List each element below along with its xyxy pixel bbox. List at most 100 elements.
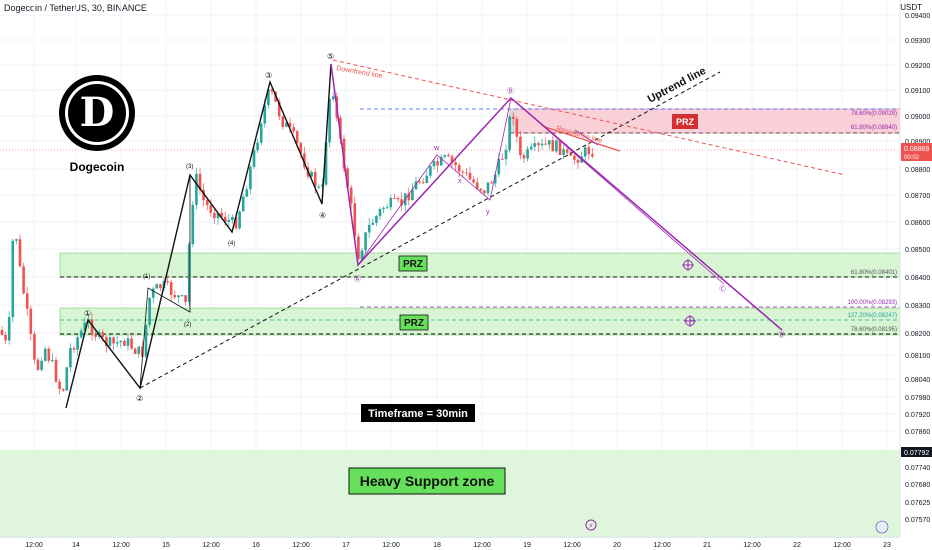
candle-body: [443, 155, 447, 157]
uptrend-line: [139, 71, 721, 389]
candle-body: [342, 138, 346, 169]
candle-body: [475, 182, 479, 189]
candle-body: [241, 196, 245, 212]
candle-body: [490, 182, 493, 184]
wave-label-c: Ⓒ: [719, 285, 726, 293]
candle-body: [450, 156, 454, 163]
candle-body: [317, 186, 321, 188]
candle-body: [371, 222, 375, 225]
time-tick-label: 18: [433, 542, 441, 549]
candle-body: [209, 205, 213, 213]
candle-body: [119, 340, 123, 343]
candle-body: [457, 165, 461, 172]
current-price-value: 0.08869: [904, 146, 929, 153]
currency-label: USDT: [900, 3, 922, 12]
level-label-08195: 78.60%(0.08195): [851, 327, 897, 333]
candle-body: [375, 215, 378, 223]
price-tick-label: 0.08900: [905, 139, 930, 146]
candle-body: [515, 118, 519, 137]
time-axis: 12:00 14 12:00 15 12:00 16 12:00 17 12:00 18 12:00…: [25, 542, 891, 549]
candle-body: [54, 360, 58, 382]
candle-body: [58, 381, 61, 389]
candle-body: [328, 99, 331, 143]
candle-body: [169, 282, 173, 295]
subwave-path: [139, 175, 191, 389]
candle-body: [562, 149, 565, 155]
candle-body: [519, 136, 522, 156]
candle-body: [461, 171, 465, 173]
candle-body: [187, 244, 191, 302]
candle-body: [94, 334, 97, 337]
candle-body: [382, 207, 385, 209]
wave-label-d: Ⓓ: [778, 331, 785, 339]
candle-body: [295, 131, 299, 143]
price-tick-label: 0.08100: [905, 353, 930, 360]
candle-body: [15, 239, 18, 241]
candle-body: [133, 348, 137, 354]
downtrend-line: [332, 59, 846, 176]
candle-body: [468, 172, 472, 180]
candle-body: [126, 338, 130, 346]
candle-body: [529, 146, 533, 150]
candle-body: [112, 337, 115, 344]
candle-body: [439, 156, 443, 166]
level-label-08293: 100.00%(0.08293): [848, 300, 897, 306]
candle-body: [4, 334, 7, 341]
candle-body: [141, 346, 144, 357]
candle-body: [493, 174, 497, 184]
wave-label-sub-4: (4): [228, 241, 235, 247]
candle-body: [195, 173, 198, 205]
lightning-event-icon[interactable]: [585, 519, 597, 531]
candle-body: [288, 122, 292, 128]
time-tick-label: 12:00: [202, 542, 220, 549]
candle-body: [407, 193, 411, 201]
candle-body: [508, 116, 511, 151]
impulse-wave-path: [65, 63, 332, 409]
prz-label-upper-box: [398, 255, 428, 272]
price-axis: 0.09400 0.09300 0.09200 0.09100 0.09000 0.089…: [905, 13, 930, 524]
price-tick-label: 0.07680: [905, 482, 930, 489]
candle-body: [504, 150, 508, 160]
us-flag-icon[interactable]: [875, 520, 889, 534]
support-badge-box: [348, 467, 506, 495]
price-tick-label: 0.07625: [905, 500, 930, 507]
logo-letter: D: [80, 89, 115, 136]
candle-body: [238, 211, 241, 229]
candle-body: [364, 232, 367, 251]
candle-body: [324, 142, 328, 185]
candle-body: [393, 198, 396, 200]
candle-body: [184, 295, 187, 302]
candle-body: [202, 189, 205, 201]
price-tick-label: 0.09000: [905, 114, 930, 121]
candle-body: [252, 150, 256, 167]
time-tick-label: 12:00: [292, 542, 310, 549]
candle-body: [436, 161, 439, 166]
level-label-08247: 127.20%(0.08247): [848, 313, 897, 319]
candle-body: [33, 333, 36, 360]
wave-label-sub-2: (2): [184, 322, 191, 328]
price-tick-label: 0.09300: [905, 38, 930, 45]
prz-label-lower-box: [399, 314, 429, 331]
candlestick-series: [0, 86, 594, 395]
candle-body: [429, 166, 432, 176]
candle-body: [11, 240, 15, 318]
time-tick-label: 12:00: [382, 542, 400, 549]
dogecoin-logo-core: [68, 84, 126, 142]
wave-label-sub-3: (3): [186, 164, 193, 170]
candle-body: [331, 96, 335, 100]
prz-zone-lower: [59, 307, 901, 336]
candle-body: [321, 184, 324, 187]
candle-body: [227, 220, 231, 222]
time-tick-label: 22: [793, 542, 801, 549]
time-tick-label: 21: [703, 542, 711, 549]
time-tick-label: 12:00: [563, 542, 581, 549]
price-tick-label: 0.08800: [905, 167, 930, 174]
candle-body: [137, 346, 141, 354]
candle-body: [18, 239, 22, 267]
level-label-08401: 61.80%(0.08401): [851, 270, 897, 276]
candle-body: [357, 236, 360, 260]
candle-body: [47, 348, 51, 361]
candle-body: [537, 143, 540, 146]
candle-body: [486, 182, 490, 194]
